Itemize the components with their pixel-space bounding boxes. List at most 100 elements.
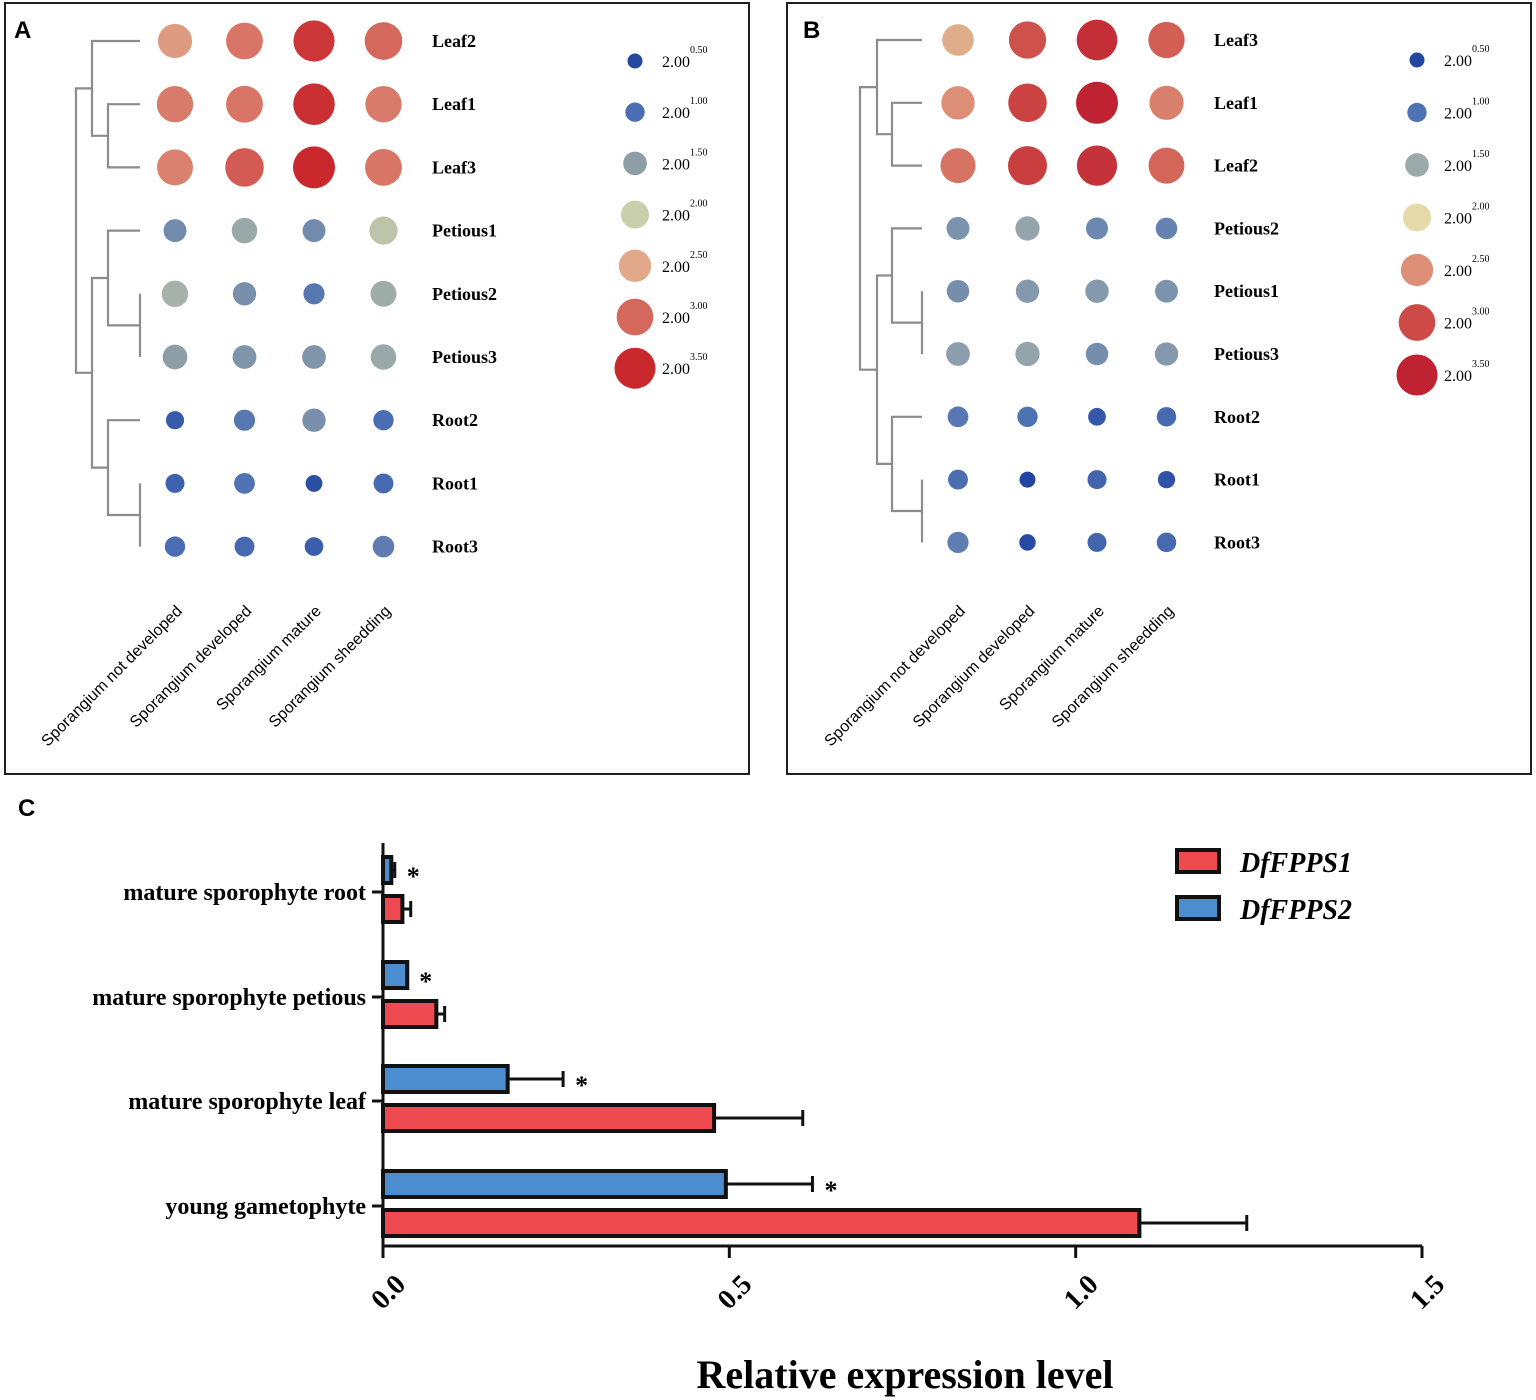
legend-swatch <box>1175 895 1221 921</box>
bubble-root1-4 <box>1157 470 1176 489</box>
row-label: Petious1 <box>432 221 497 241</box>
row-label: Leaf1 <box>1214 93 1258 113</box>
panel-c: C * * * * mature sporophyte root mature spor… <box>18 795 1451 1397</box>
bubble-leaf2-1 <box>940 148 976 184</box>
bubble-leaf2-1 <box>157 23 193 59</box>
bubble-petious2-3 <box>303 283 325 305</box>
bubble-leaf1-1 <box>156 86 194 123</box>
bubble-root2-1 <box>947 406 969 428</box>
bubble-leaf3-1 <box>157 149 193 186</box>
row-label: Root1 <box>1214 470 1260 490</box>
bubble-leaf3-3 <box>293 146 335 189</box>
legend-bubble <box>614 347 656 389</box>
row-label: Root2 <box>432 410 478 430</box>
bubble-root2-3 <box>302 408 326 432</box>
bubble-root2-2 <box>233 409 256 431</box>
bubble-petious1-4 <box>1155 279 1178 303</box>
bubble-leaf3-2 <box>225 148 264 187</box>
bubble-root3-4 <box>1156 532 1177 553</box>
bubble-root1-4 <box>373 473 394 494</box>
legend-exponent: 3.00 <box>690 301 708 312</box>
bubble-leaf3-1 <box>942 24 974 56</box>
bubble-petious3-2 <box>232 345 257 369</box>
row-label: Leaf1 <box>432 94 476 114</box>
legend-bubble <box>1407 102 1427 123</box>
bar-dffpps2 <box>381 1169 728 1199</box>
bubble-petious2-1 <box>946 216 970 240</box>
bubble-petious1-3 <box>1085 279 1109 303</box>
row-label: Root1 <box>432 473 478 493</box>
bar-dffpps1 <box>381 1103 717 1133</box>
legend-exponent: 1.50 <box>1472 149 1490 160</box>
bubble-petious2-2 <box>1015 216 1040 241</box>
bubble-leaf1-3 <box>293 83 335 125</box>
bubble-petious2-3 <box>1085 217 1109 240</box>
bubble-leaf2-3 <box>293 20 335 62</box>
category-label: mature sporophyte root <box>123 880 366 906</box>
row-label: Leaf3 <box>1214 30 1258 50</box>
legend-bubble <box>623 151 647 176</box>
bubble-leaf2-2 <box>226 22 263 60</box>
legend-bubble <box>1398 304 1436 341</box>
bubble-root1-2 <box>234 473 255 494</box>
bubble-root3-2 <box>234 536 255 557</box>
legend-bubble <box>621 200 649 229</box>
legend-exponent: 3.50 <box>690 352 708 363</box>
dendrogram-branch <box>858 85 877 371</box>
bubble-leaf3-3 <box>1076 19 1118 61</box>
bubble-root3-3 <box>1087 532 1107 552</box>
legend-bubble <box>618 249 652 282</box>
row-label: Root2 <box>1214 407 1260 427</box>
bubble-root2-3 <box>1088 407 1106 426</box>
row-label: Petious2 <box>432 284 497 304</box>
bubble-root2-4 <box>373 410 394 431</box>
significance-marker: * <box>575 1071 588 1100</box>
bubble-petious3-4 <box>370 344 397 370</box>
legend-c: DfFPPS1 DfFPPS2 <box>1175 848 1352 926</box>
bubble-leaf2-3 <box>1076 145 1118 186</box>
bubble-root1-1 <box>165 473 185 493</box>
bubble-root2-2 <box>1017 406 1038 427</box>
category-label: mature sporophyte leaf <box>128 1089 367 1115</box>
bubble-leaf1-2 <box>1008 83 1047 123</box>
legend-exponent: 2.00 <box>690 199 708 210</box>
bubble-leaf3-4 <box>1148 21 1185 59</box>
category-label: mature sporophyte petious <box>92 985 366 1011</box>
bubble-leaf2-2 <box>1008 146 1047 186</box>
legend-exponent: 3.00 <box>1472 307 1490 318</box>
legend-bubble <box>1400 253 1434 287</box>
bubble-petious1-2 <box>231 217 258 244</box>
significance-marker: * <box>824 1176 837 1205</box>
bubble-petious3-4 <box>1154 342 1179 366</box>
svg-text:A: A <box>14 17 31 44</box>
bubble-root1-3 <box>1087 470 1107 490</box>
bubble-petious3-3 <box>302 345 326 369</box>
bubble-root1-3 <box>305 474 323 492</box>
bar-dffpps2 <box>381 1064 510 1094</box>
legend-bubble <box>1403 203 1431 232</box>
row-label: Petious1 <box>1214 281 1279 301</box>
legend-exponent: 2.50 <box>690 250 708 261</box>
dendrogram-branch <box>74 87 92 374</box>
legend-label: DfFPPS2 <box>1239 895 1352 926</box>
svg-text:B: B <box>803 17 820 44</box>
bubble-petious2-2 <box>232 282 257 306</box>
bubble-leaf1-4 <box>1149 85 1184 120</box>
bubble-petious2-4 <box>370 280 397 307</box>
bubble-root3-3 <box>304 537 324 556</box>
legend-label: DfFPPS1 <box>1239 848 1352 879</box>
bubble-petious1-3 <box>302 219 326 243</box>
legend-bubble <box>625 102 645 122</box>
bubble-leaf3-4 <box>365 149 402 186</box>
bubble-petious1-2 <box>1015 279 1040 303</box>
significance-marker: * <box>407 862 420 891</box>
legend-exponent: 0.50 <box>1472 44 1490 55</box>
row-labels-a: Leaf2 Leaf1 Leaf3 Petious1 Petious2 Petious3 R… <box>432 31 497 557</box>
legend-swatch <box>1175 848 1221 874</box>
bubble-petious1-1 <box>163 219 187 243</box>
row-label: Petious3 <box>1214 344 1279 364</box>
bubble-petious3-1 <box>162 344 188 370</box>
bubble-root3-4 <box>372 535 395 558</box>
row-label: Leaf2 <box>1214 156 1258 176</box>
